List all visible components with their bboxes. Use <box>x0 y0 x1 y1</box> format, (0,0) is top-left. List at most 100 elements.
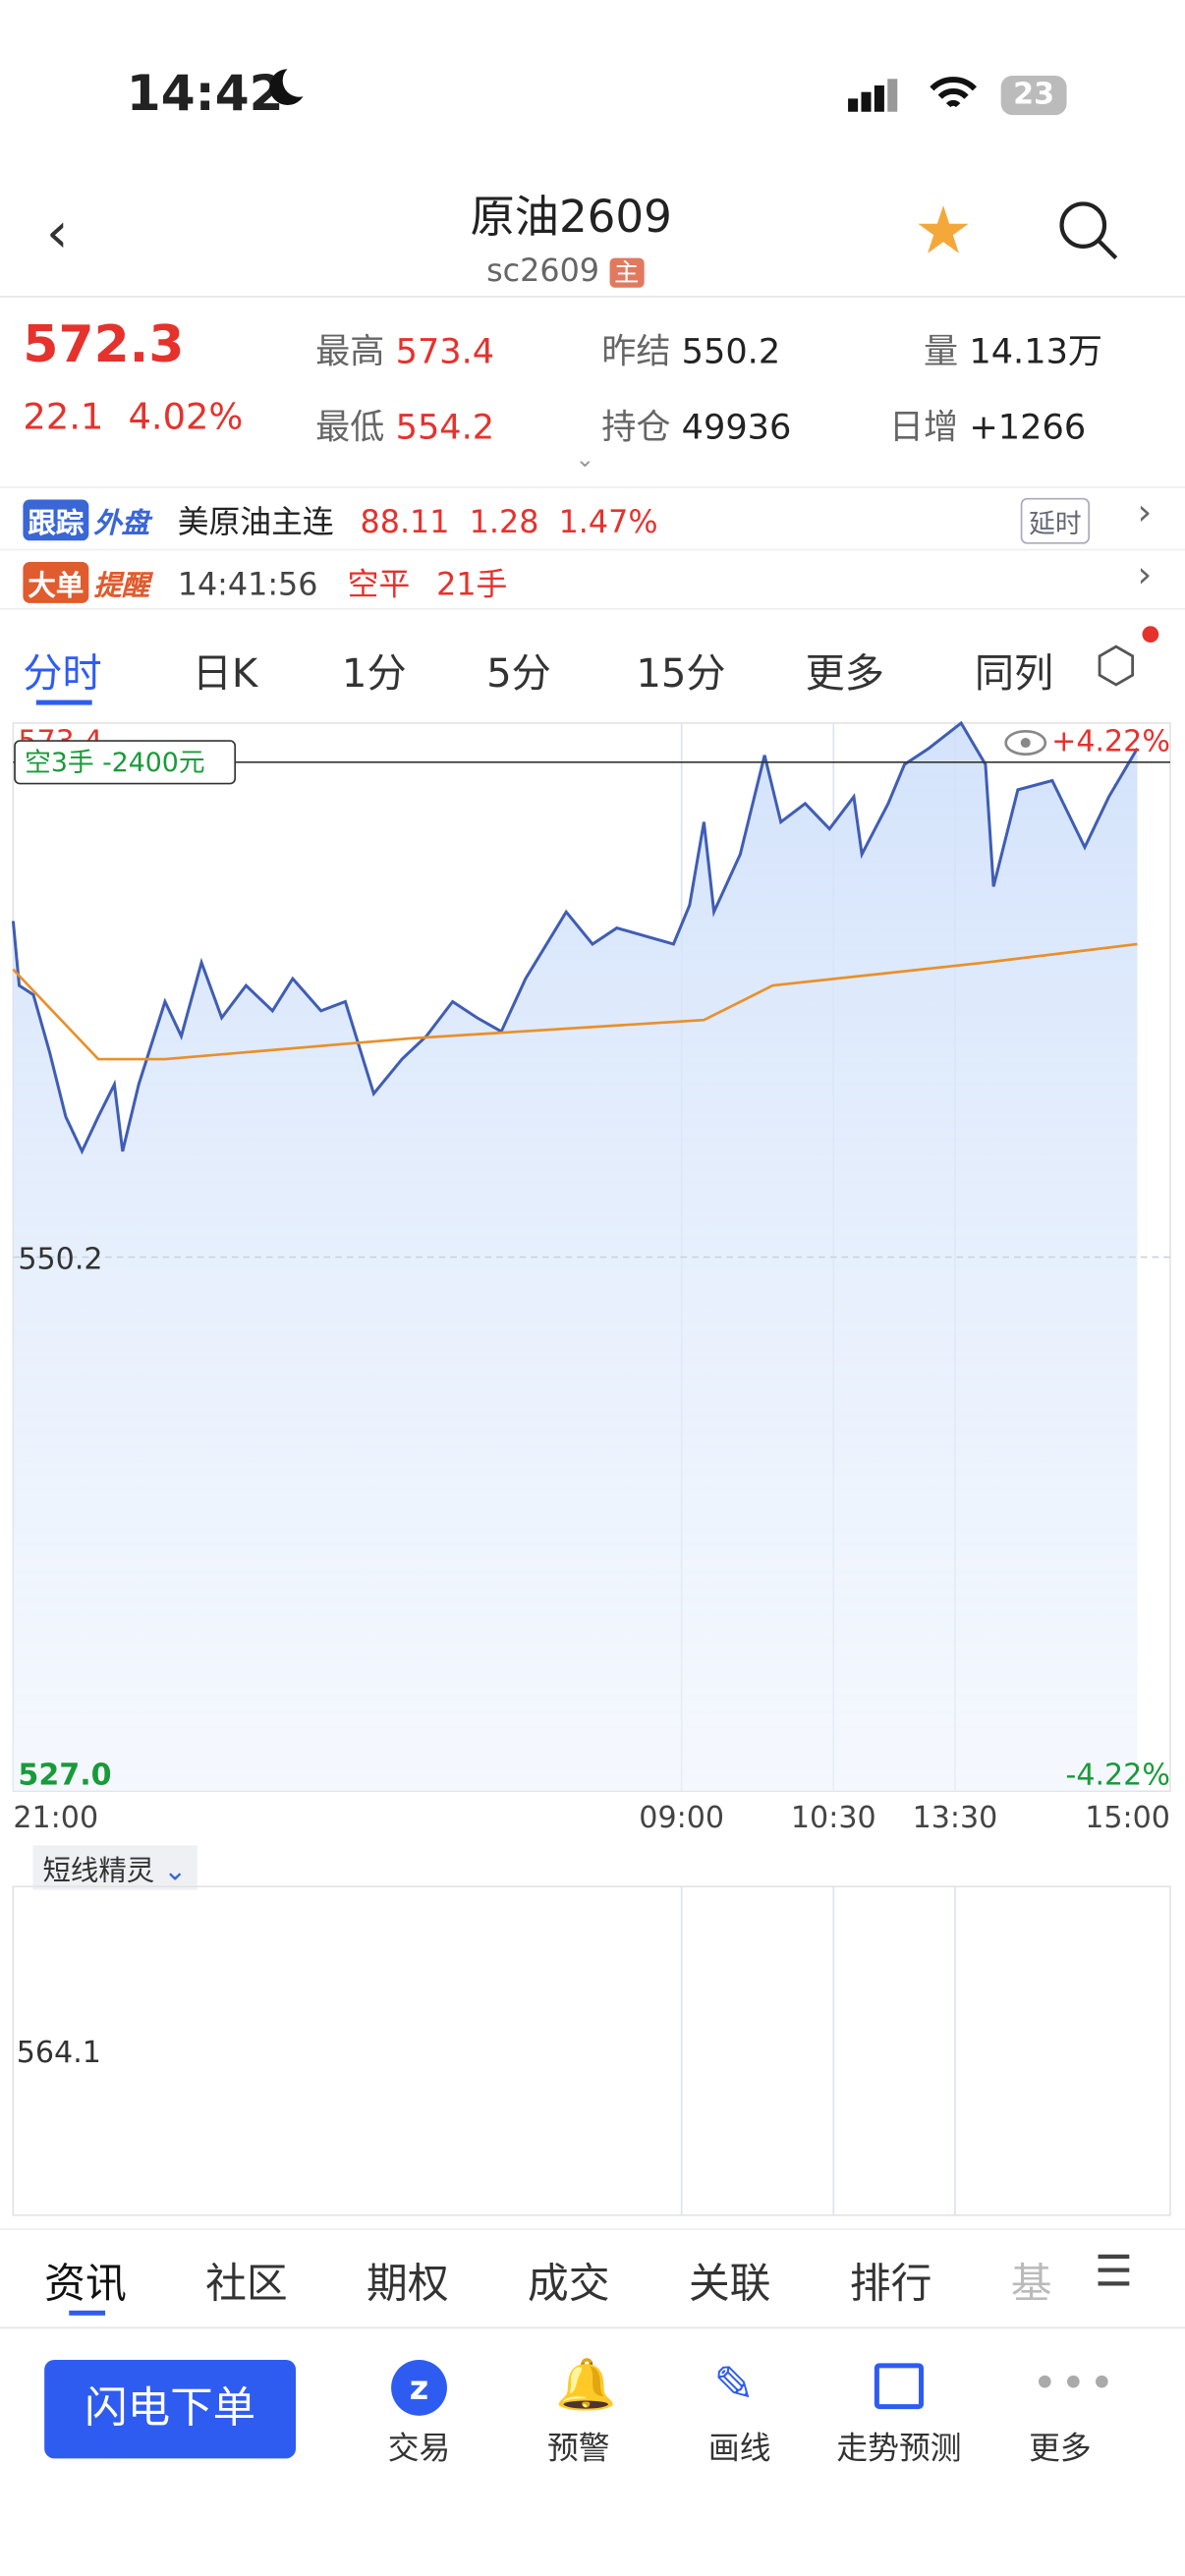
quote-field: 昨结 550.2 <box>601 325 780 374</box>
position-label: 空3手 -2400元 <box>25 748 205 778</box>
forecast-icon <box>874 2363 925 2410</box>
last-price: 572.3 <box>23 315 185 375</box>
badge: 主 <box>609 257 645 288</box>
field-label: 最高 <box>315 331 385 372</box>
alert-action: 空平 <box>347 567 411 603</box>
position-box <box>14 740 237 785</box>
moon-icon <box>269 64 316 106</box>
field-label: 昨结 <box>601 331 671 372</box>
divider <box>0 2326 1185 2329</box>
average-line <box>12 942 1138 1061</box>
period-tab[interactable]: 1分 <box>341 650 407 698</box>
indicator-title[interactable]: 短线精灵 ⌄ <box>32 1845 198 1890</box>
field-value: 14.13万 <box>969 331 1103 372</box>
quote-field: 最低 554.2 <box>315 401 494 450</box>
tracking-price: 88.11 <box>360 504 450 541</box>
tag: 跟踪 <box>23 499 89 541</box>
tag: 外盘 <box>93 507 150 541</box>
search-icon <box>1059 201 1118 260</box>
y2-tick-label: -4.22% <box>1065 1759 1169 1793</box>
alert-row[interactable]: 大单 提醒 14:41:56 空平 21手 <box>23 560 507 604</box>
y2-tick-label: +4.22% <box>1051 725 1170 759</box>
battery: 23 <box>1000 75 1067 116</box>
title-text: 原油2609 <box>470 192 672 244</box>
red-dot <box>1142 626 1159 644</box>
period-tab[interactable]: 分时 <box>23 650 102 698</box>
bottom-item[interactable]: 交易 <box>387 2430 451 2467</box>
tracking-change: 1.28 <box>469 504 539 541</box>
quote-field: 量 14.13万 <box>924 325 1102 374</box>
tab-underline <box>69 2310 106 2316</box>
chevron: › <box>1137 492 1153 534</box>
expand-arrow[interactable]: ⌄ <box>575 446 595 474</box>
delay-tag: 延时 <box>1020 497 1091 544</box>
bottom-item[interactable]: 预警 <box>547 2430 610 2467</box>
menu-button[interactable]: ☰ <box>1095 2248 1133 2298</box>
period-tab[interactable]: 日K <box>192 650 258 698</box>
x-tick-label: 09:00 <box>639 1801 724 1835</box>
settings-button[interactable]: ⬡ <box>1095 637 1138 696</box>
wifi-icon <box>929 73 978 115</box>
back-button[interactable]: ‹ <box>45 200 69 266</box>
wifi <box>930 77 978 108</box>
quote-field: 最高 573.4 <box>315 325 494 374</box>
field-value: 49936 <box>681 407 792 447</box>
x-tick-label: 10:30 <box>791 1801 876 1835</box>
period-tab[interactable]: 更多 <box>805 650 884 698</box>
subtitle: sc2609 主 <box>486 252 645 290</box>
bottom-item[interactable]: 画线 <box>707 2430 771 2467</box>
bottom-item[interactable]: 更多 <box>1029 2430 1092 2467</box>
indicator-frame <box>12 1885 1171 2216</box>
change: 22.1 <box>23 397 104 439</box>
divider <box>0 2228 1185 2230</box>
field-label: 日增 <box>888 407 959 447</box>
info-tab[interactable]: 成交 <box>527 2259 610 2308</box>
period-tab[interactable]: 5分 <box>486 650 551 698</box>
order-button[interactable]: 闪电下单 <box>44 2359 297 2459</box>
x-tick-label: 13:30 <box>913 1801 998 1835</box>
divider <box>0 548 1185 551</box>
indicator-title-text: 短线精灵 <box>42 1855 155 1888</box>
info-tab[interactable]: 期权 <box>367 2259 449 2308</box>
alert-icon: 🔔 <box>555 2356 617 2415</box>
info-tab[interactable]: 资讯 <box>44 2259 127 2308</box>
info-tab[interactable]: 关联 <box>688 2259 771 2308</box>
field-value: +1266 <box>969 407 1087 447</box>
field-value: 554.2 <box>395 407 495 447</box>
period-tab[interactable]: 同列 <box>974 650 1054 698</box>
tracking-pct: 1.47% <box>558 504 658 541</box>
divider <box>0 296 1185 298</box>
info-tab[interactable]: 社区 <box>205 2259 288 2308</box>
status-time: 14:42 <box>126 65 284 124</box>
field-value: 573.4 <box>395 331 495 372</box>
tag: 大单 <box>23 562 89 603</box>
info-tab[interactable]: 基 <box>1010 2259 1052 2308</box>
price-line <box>11 720 1139 1155</box>
eye-icon <box>1004 730 1047 756</box>
favorite-star[interactable]: ★ <box>914 194 973 270</box>
trade-icon: z <box>391 2359 447 2416</box>
area-fill <box>13 722 1138 1792</box>
y-tick-label: 550.2 <box>18 1242 102 1276</box>
info-tab[interactable]: 排行 <box>849 2259 932 2308</box>
title: 原油2609 <box>0 181 1185 245</box>
field-label: 持仓 <box>601 407 671 447</box>
indicator-label: 564.1 <box>16 2036 101 2071</box>
code: sc2609 <box>486 252 600 290</box>
divider <box>0 486 1185 488</box>
signal-icon <box>848 79 898 118</box>
field-value: 550.2 <box>681 331 781 372</box>
tracking-row[interactable]: 跟踪 外盘 美原油主连 88.11 1.28 1.47% <box>23 498 658 542</box>
alert-time: 14:41:56 <box>177 567 318 603</box>
period-tab[interactable]: 15分 <box>636 650 726 698</box>
quote-field: 持仓 49936 <box>601 401 791 450</box>
x-tick-label: 15:00 <box>1085 1801 1170 1835</box>
search-button[interactable] <box>1055 197 1121 270</box>
bottom-item[interactable]: 走势预测 <box>836 2430 962 2467</box>
alert-qty: 21手 <box>436 567 508 603</box>
change-pct: 4.02% <box>128 397 244 439</box>
divider <box>0 607 1185 610</box>
